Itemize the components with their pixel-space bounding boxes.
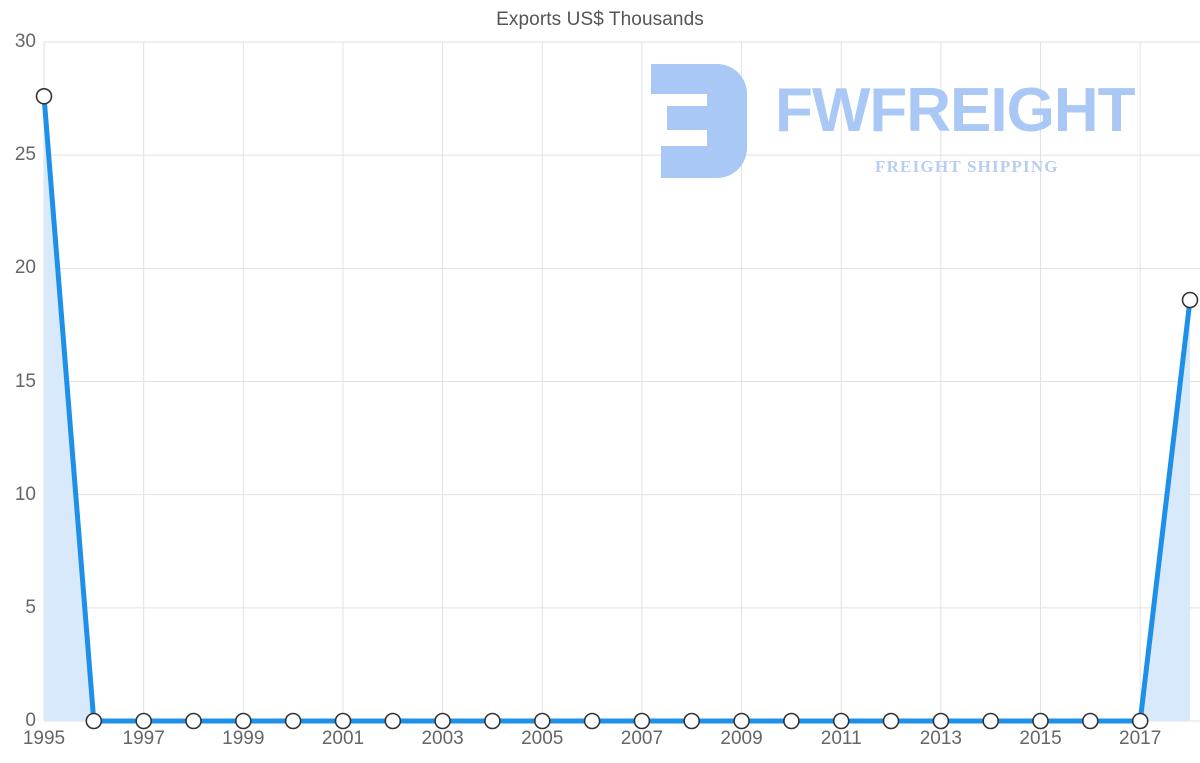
- data-point-marker[interactable]: [882, 712, 900, 730]
- x-axis-tick-label: 2001: [321, 728, 365, 749]
- data-point-marker[interactable]: [284, 712, 302, 730]
- data-point-marker[interactable]: [982, 712, 1000, 730]
- data-point-marker[interactable]: [235, 712, 252, 730]
- x-axis-tick-label: 2009: [720, 728, 763, 749]
- data-point-marker[interactable]: [583, 712, 601, 730]
- data-point-marker[interactable]: [683, 712, 701, 730]
- data-point-marker[interactable]: [1082, 712, 1099, 730]
- grid-lines: [43, 41, 1200, 722]
- chart-title: Exports US$ Thousands: [496, 9, 704, 30]
- data-point-marker[interactable]: [334, 712, 352, 730]
- data-point-marker[interactable]: [85, 712, 103, 730]
- data-point-marker[interactable]: [484, 712, 501, 730]
- y-axis-tick-label: 30: [14, 31, 36, 52]
- x-axis-tick-label: 2007: [620, 728, 664, 749]
- data-point-marker[interactable]: [185, 712, 202, 730]
- y-axis-tick-label: 15: [14, 370, 36, 392]
- plot-area: 0 5 10 15 20 25 30 1995 1997 1999 2001 2003 2005 200…: [15, 31, 1200, 749]
- x-axis-tick-label: 2013: [919, 728, 962, 749]
- data-point-marker[interactable]: [783, 712, 800, 730]
- data-point-marker[interactable]: [1181, 291, 1199, 309]
- x-axis-tick-label: 2015: [1019, 728, 1062, 749]
- area-fill: [44, 96, 1190, 722]
- data-point-marker[interactable]: [733, 712, 750, 730]
- y-axis-tick-label: 10: [14, 483, 36, 505]
- x-axis-tick-label: 2017: [1119, 728, 1162, 749]
- data-point-marker[interactable]: [533, 712, 551, 730]
- x-axis-tick-label: 2011: [820, 728, 862, 749]
- x-axis-tick-label: 1997: [122, 728, 165, 749]
- data-point-marker[interactable]: [932, 712, 950, 730]
- x-axis-tick-label: 2005: [521, 728, 564, 749]
- data-line: [41, 93, 1193, 724]
- y-axis-tick-label: 5: [25, 596, 36, 618]
- data-point-marker[interactable]: [633, 712, 651, 730]
- x-axis-tick-label: 1995: [22, 728, 66, 749]
- data-point-marker[interactable]: [434, 712, 451, 730]
- data-point-marker[interactable]: [35, 88, 53, 105]
- y-axis-tick-label: 25: [14, 144, 36, 166]
- data-point-marker[interactable]: [384, 712, 402, 730]
- x-axis-tick-label: 1999: [222, 728, 265, 749]
- y-axis-tick-label: 0: [25, 710, 36, 731]
- data-point-marker[interactable]: [832, 712, 850, 730]
- data-point-marker[interactable]: [135, 712, 152, 730]
- data-point-marker[interactable]: [1131, 712, 1149, 730]
- data-point-marker[interactable]: [1032, 712, 1049, 730]
- data-point-markers[interactable]: [35, 88, 1199, 730]
- y-axis-tick-label: 20: [14, 257, 36, 279]
- x-axis-tick-label: 2003: [421, 728, 464, 749]
